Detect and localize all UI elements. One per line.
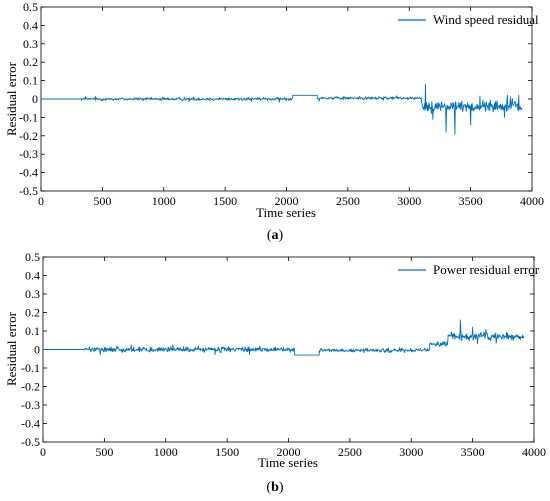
x-tick-label: 2000 (275, 194, 299, 208)
x-tick-label: 1000 (154, 445, 178, 459)
x-tick-label: 3500 (459, 194, 483, 208)
y-tick-label: -0.4 (21, 417, 40, 431)
x-axis-label: Time series (258, 455, 318, 470)
y-tick-label: -0.2 (19, 129, 38, 143)
y-tick-label: 0.1 (25, 324, 40, 338)
x-tick-label: 0 (40, 445, 46, 459)
x-tick-labels: 0 500 1000 1500 2000 2500 3000 3500 4000 (38, 7, 544, 208)
y-tick-label: 0.5 (25, 250, 40, 264)
y-tick-label: -0.4 (19, 166, 38, 180)
y-axis-label: Residual error (4, 311, 19, 386)
y-tick-label: 0.1 (23, 74, 38, 88)
y-tick-label: 0.2 (23, 55, 38, 69)
y-tick-label: 0 (32, 92, 38, 106)
x-tick-label: 1000 (152, 194, 176, 208)
series-line-power-residual-error (43, 319, 525, 356)
x-tick-label: 3000 (397, 194, 421, 208)
y-tick-label: 0.3 (25, 287, 40, 301)
y-tick-label: -0.5 (19, 184, 38, 198)
legend-label-wind-speed-residual: Wind speed residual (433, 12, 539, 27)
x-axis-label: Time series (256, 205, 316, 220)
y-tick-label: 0.3 (23, 37, 38, 51)
x-tick-label: 500 (95, 445, 113, 459)
y-tick-label: -0.3 (19, 147, 38, 161)
series-line-wind-speed-residual (41, 83, 523, 135)
y-tick-label: -0.2 (21, 380, 40, 394)
x-tick-label: 4000 (520, 194, 544, 208)
y-tick-label: 0 (34, 343, 40, 357)
chart-panel-a: 0.5 0.4 0.3 0.2 0.1 0 -0.1 -0.2 -0.3 -0.4 -0.5 0 50… (4, 0, 544, 243)
y-axis-label: Residual error (4, 61, 19, 136)
x-tick-label: 0 (38, 194, 44, 208)
x-tick-label: 500 (93, 194, 111, 208)
y-tick-label: -0.5 (21, 435, 40, 449)
y-tick-label: -0.3 (21, 398, 40, 412)
x-tick-label: 3500 (461, 445, 485, 459)
y-tick-label: 0.2 (25, 306, 40, 320)
x-tick-labels: 0 500 1000 1500 2000 2500 3000 3500 4000 (40, 257, 546, 459)
y-tick-labels: 0.5 0.4 0.3 0.2 0.1 0 -0.1 -0.2 -0.3 -0.4 -0.5 (19, 0, 532, 198)
legend-label-power-residual-error: Power residual error (433, 262, 540, 277)
x-tick-label: 1500 (213, 194, 237, 208)
x-tick-label: 4000 (522, 445, 546, 459)
series-group (43, 319, 525, 356)
chart-panel-b: 0.5 0.4 0.3 0.2 0.1 0 -0.1 -0.2 -0.3 -0.4 -0.5 0 50… (4, 250, 546, 495)
series-group (41, 83, 523, 135)
y-tick-label: 0.5 (23, 0, 38, 14)
legend: Wind speed residual (398, 12, 539, 27)
x-tick-label: 2000 (277, 445, 301, 459)
caption-letter: b (271, 480, 279, 495)
x-tick-label: 3000 (399, 445, 423, 459)
panel-caption-a: (a) (267, 228, 284, 243)
x-tick-label: 2500 (338, 445, 362, 459)
x-tick-label: 2500 (336, 194, 360, 208)
y-tick-label: 0.4 (23, 18, 38, 32)
y-tick-label: 0.4 (25, 269, 40, 283)
legend: Power residual error (398, 262, 540, 277)
panel-caption-b: (b) (266, 480, 283, 495)
x-tick-label: 1500 (215, 445, 239, 459)
y-tick-label: -0.1 (19, 110, 38, 124)
y-tick-labels: 0.5 0.4 0.3 0.2 0.1 0 -0.1 -0.2 -0.3 -0.4 -0.5 (21, 250, 534, 449)
y-tick-label: -0.1 (21, 361, 40, 375)
caption-letter: a (272, 228, 279, 243)
